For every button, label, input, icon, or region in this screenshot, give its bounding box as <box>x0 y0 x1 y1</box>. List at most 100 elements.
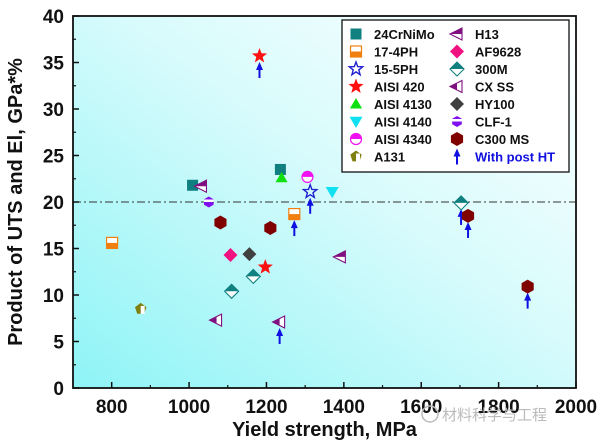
point-300m <box>223 283 240 300</box>
marker-fill <box>106 242 118 249</box>
marker-shape <box>251 48 268 63</box>
x-tick-label: 1800 <box>477 397 519 418</box>
x-tick-label: 1600 <box>400 397 442 418</box>
y-tick-label: 30 <box>43 100 64 121</box>
marker-fill <box>333 250 346 257</box>
legend-label: AISI 4130 <box>374 97 432 112</box>
x-tick-label: 2000 <box>555 397 597 418</box>
marker-shape <box>350 28 362 40</box>
legend-marker <box>350 28 362 40</box>
legend-marker <box>349 132 363 146</box>
point-c300-ms <box>521 279 534 294</box>
point-cx-ss <box>208 313 223 327</box>
x-tick-label: 1000 <box>168 397 210 418</box>
legend-marker <box>448 79 463 94</box>
post-ht-arrow <box>290 220 298 237</box>
legend-label: AISI 420 <box>374 80 425 95</box>
point-aisi-420 <box>251 48 268 63</box>
marker-fill <box>350 133 362 139</box>
marker-shape <box>214 215 227 230</box>
legend-item: AISI 4130 <box>349 97 432 112</box>
marker-fill <box>272 315 285 328</box>
post-ht-arrow <box>464 221 472 238</box>
legend-label: AF9628 <box>475 45 521 60</box>
marker-fill <box>203 199 214 202</box>
legend-item: AISI 420 <box>348 78 425 95</box>
legend-label: AISI 4340 <box>374 132 432 147</box>
legend-marker <box>450 44 464 59</box>
x-tick-label: 800 <box>96 397 128 418</box>
y-tick-label: 25 <box>43 147 65 168</box>
point-h13 <box>193 179 208 194</box>
marker-fill <box>450 28 462 34</box>
point-a131 <box>135 302 147 314</box>
marker-fill <box>450 62 464 69</box>
marker-shape <box>450 97 464 111</box>
legend-item: C300 MS <box>450 132 530 147</box>
marker-fill <box>224 284 239 292</box>
point-24crnimo <box>187 179 199 191</box>
y-tick-label: 0 <box>53 379 64 400</box>
legend-label: H13 <box>475 27 499 42</box>
legend-item: 15-5PH <box>347 59 418 77</box>
y-axis-title: Product of UTS and El, GPa*% <box>5 58 27 346</box>
legend-label: 17-4PH <box>374 45 418 60</box>
point-af9628 <box>223 248 238 262</box>
point-aisi-4130 <box>275 171 288 183</box>
watermark: 材料科学与工程 <box>421 405 547 424</box>
point-17-4ph <box>288 207 301 221</box>
x-tick-label: 1400 <box>323 397 365 418</box>
legend-item: AF9628 <box>450 44 521 60</box>
watermark-text: 材料科学与工程 <box>442 406 547 424</box>
wechat-icon <box>421 405 439 423</box>
marker-shape <box>275 171 288 183</box>
point-h13 <box>332 249 346 264</box>
marker-shape <box>450 132 464 146</box>
legend-arrow-icon <box>453 148 461 165</box>
marker-fill <box>450 80 462 93</box>
marker-fill <box>350 51 362 57</box>
marker-shape <box>264 221 277 235</box>
point-300m <box>245 268 262 285</box>
point-aisi-4340 <box>301 170 314 183</box>
legend-label: A131 <box>374 150 405 165</box>
legend-item: 17-4PH <box>349 45 418 60</box>
marker-shape <box>521 279 534 294</box>
arrow-head <box>255 61 263 70</box>
marker-fill <box>288 214 300 220</box>
post-ht-arrow <box>255 61 263 78</box>
legend-label: HY100 <box>475 97 515 112</box>
legend-label: With post HT <box>475 150 555 165</box>
legend-label: AISI 4140 <box>374 115 432 130</box>
marker-fill <box>454 195 469 203</box>
legend: 24CrNiMo 17-4PH 15-5PH AISI 420 AISI 4130 AIS… <box>341 19 570 173</box>
marker-fill <box>209 314 222 327</box>
legend-label: 15-5PH <box>374 62 418 77</box>
y-tick-label: 5 <box>53 333 64 354</box>
post-ht-arrow <box>524 292 532 309</box>
marker-shape <box>450 44 464 59</box>
legend-item: CLF-1 <box>452 115 512 130</box>
marker-shape <box>462 208 475 223</box>
legend-marker <box>350 150 362 162</box>
arrow-head <box>464 221 472 230</box>
marker-fill <box>140 305 145 314</box>
point-c300-ms <box>214 215 227 230</box>
legend-item: 24CrNiMo <box>350 27 435 42</box>
legend-item-post-ht: With post HT <box>453 148 555 165</box>
legend-marker <box>349 98 363 109</box>
legend-item: HY100 <box>450 97 515 112</box>
y-tick-label: 40 <box>43 7 64 28</box>
point-aisi-4140 <box>325 187 339 199</box>
point-24crnimo <box>274 163 286 175</box>
legend-marker <box>452 116 462 127</box>
arrow-head <box>453 148 461 157</box>
legend-marker <box>347 59 365 77</box>
point-17-4ph <box>105 236 119 250</box>
marker-shape <box>348 78 364 93</box>
marker-shape <box>257 259 273 274</box>
legend-label: 24CrNiMo <box>374 27 435 42</box>
marker-shape <box>325 187 339 199</box>
legend-item: A131 <box>350 150 405 165</box>
legend-label: 300M <box>475 62 508 77</box>
